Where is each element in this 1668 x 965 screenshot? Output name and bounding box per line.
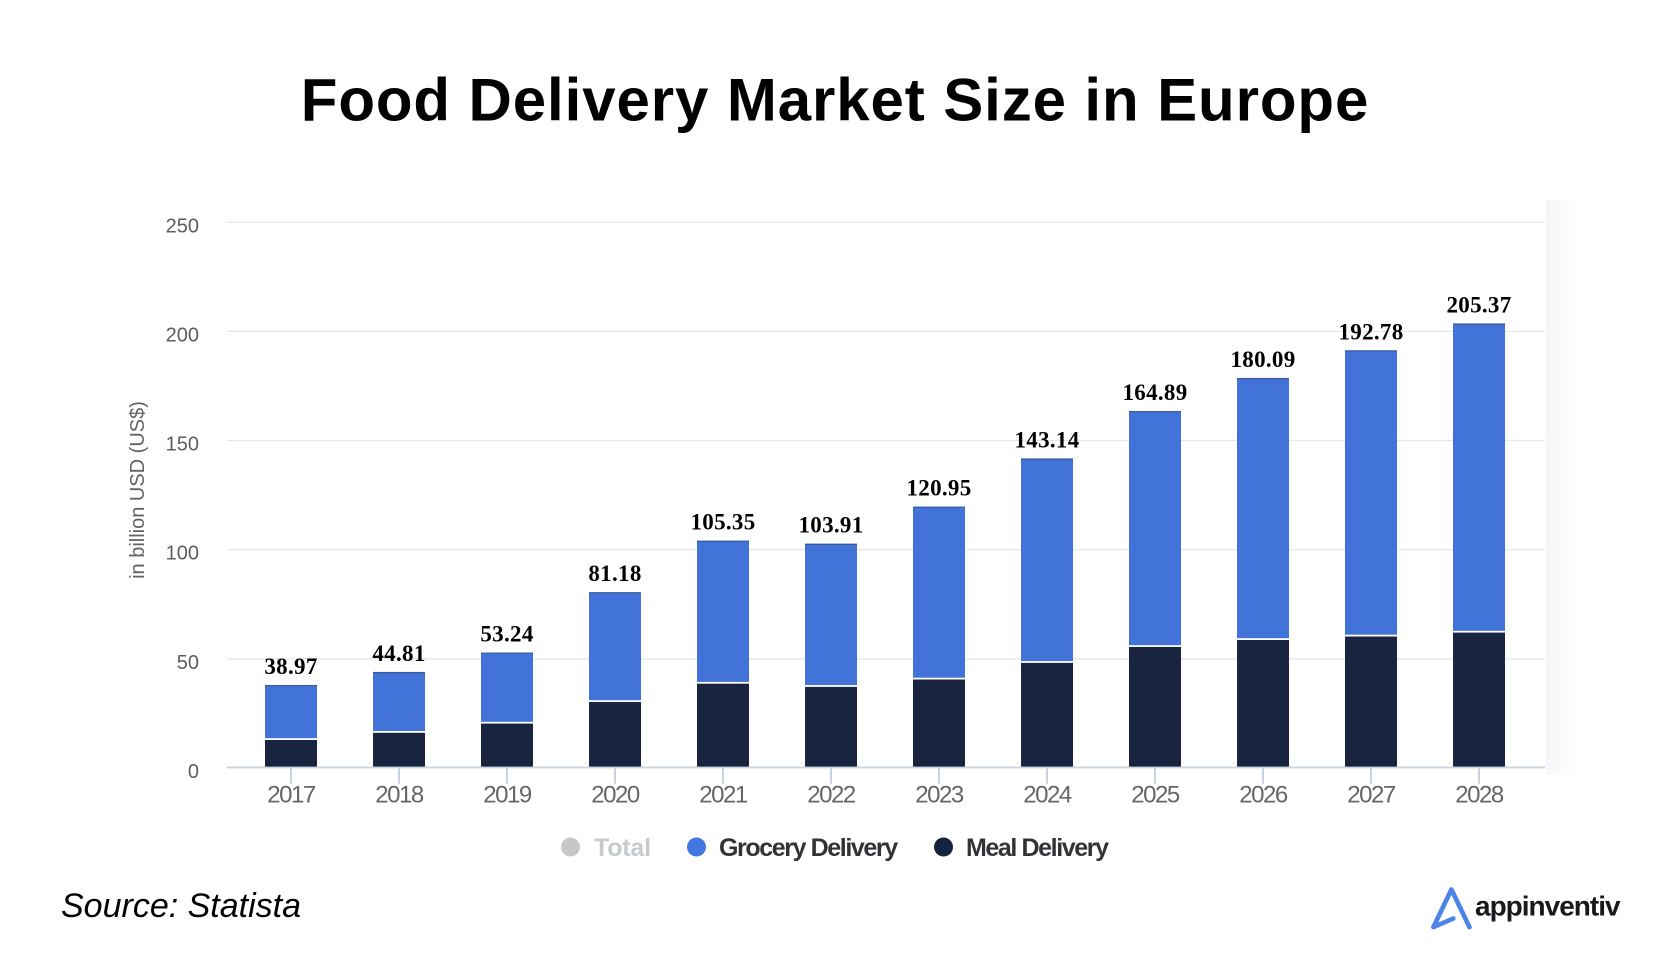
svg-text:Meal Delivery: Meal Delivery [966,834,1109,862]
svg-text:in billion USD (US$): in billion USD (US$) [127,401,149,579]
svg-text:53.24: 53.24 [480,622,533,647]
svg-text:2020: 2020 [591,782,640,809]
svg-text:143.14: 143.14 [1014,427,1079,452]
svg-text:205.37: 205.37 [1446,292,1511,317]
svg-text:2027: 2027 [1347,782,1396,809]
svg-text:105.35: 105.35 [690,510,755,535]
svg-text:44.81: 44.81 [372,641,425,666]
svg-text:81.18: 81.18 [588,561,641,586]
svg-text:50: 50 [177,652,199,674]
svg-text:2022: 2022 [807,782,856,809]
svg-text:appinventiv: appinventiv [1475,891,1621,922]
svg-text:100: 100 [166,543,199,565]
svg-text:2023: 2023 [915,782,964,809]
svg-text:250: 250 [166,215,199,237]
svg-text:2026: 2026 [1239,782,1288,809]
svg-text:164.89: 164.89 [1122,380,1187,405]
svg-text:180.09: 180.09 [1230,347,1295,372]
svg-text:2024: 2024 [1023,782,1072,809]
svg-text:Source: Statista: Source: Statista [61,887,301,925]
svg-text:Food Delivery Market Size in E: Food Delivery Market Size in Europe [301,67,1369,134]
svg-text:103.91: 103.91 [798,513,863,538]
svg-text:192.78: 192.78 [1338,319,1403,344]
svg-text:2021: 2021 [699,782,748,809]
svg-text:2018: 2018 [375,782,424,809]
svg-text:0: 0 [188,761,199,783]
svg-text:Grocery Delivery: Grocery Delivery [719,834,898,862]
svg-text:2017: 2017 [267,782,316,809]
svg-text:38.97: 38.97 [264,654,317,679]
svg-text:Total: Total [594,834,651,862]
svg-text:120.95: 120.95 [906,476,971,501]
svg-text:200: 200 [166,324,199,346]
svg-text:150: 150 [166,434,199,456]
svg-text:2028: 2028 [1455,782,1504,809]
svg-text:2025: 2025 [1131,782,1180,809]
svg-text:2019: 2019 [483,782,532,809]
